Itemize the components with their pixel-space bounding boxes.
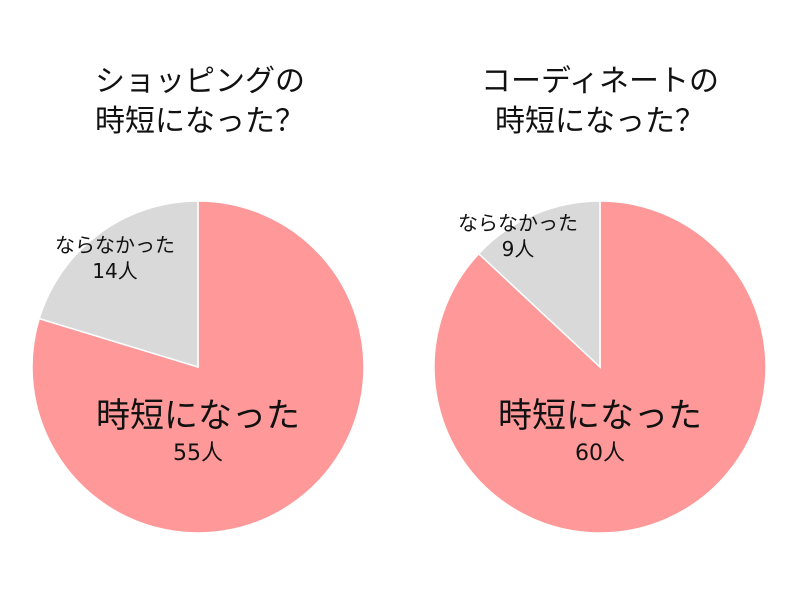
slice-label-no-shopping: ならなかった 14人 bbox=[55, 232, 175, 284]
slice-label-text: ならなかった bbox=[458, 211, 578, 235]
slice-label-count: 55人 bbox=[173, 441, 223, 466]
slice-label-yes-coordinate: 時短になった 60人 bbox=[498, 394, 702, 470]
chart-title-shopping: ショッピングの 時短になった？ bbox=[0, 62, 400, 142]
slice-label-count: 14人 bbox=[92, 259, 138, 283]
slice-label-count: 60人 bbox=[575, 441, 625, 466]
pie-chart-coordinate bbox=[433, 200, 767, 534]
slice-label-text: ならなかった bbox=[55, 233, 175, 257]
slice-label-yes-shopping: 時短になった 55人 bbox=[96, 394, 300, 470]
chart-title-line2: 時短になった？ bbox=[495, 104, 705, 139]
pie-slice-no bbox=[38, 200, 199, 369]
pie-chart-shopping bbox=[31, 200, 365, 534]
chart-title-line1: ショッピングの bbox=[95, 64, 305, 99]
pie-slice-no bbox=[477, 200, 601, 369]
chart-title-line2: 時短になった？ bbox=[95, 104, 305, 139]
slice-label-text: 時短になった bbox=[96, 396, 300, 436]
chart-title-line1: コーディネートの bbox=[481, 64, 719, 99]
slice-label-text: 時短になった bbox=[498, 396, 702, 436]
slice-label-no-coordinate: ならなかった 9人 bbox=[458, 210, 578, 262]
slice-label-count: 9人 bbox=[501, 237, 535, 261]
chart-title-coordinate: コーディネートの 時短になった？ bbox=[400, 62, 800, 142]
